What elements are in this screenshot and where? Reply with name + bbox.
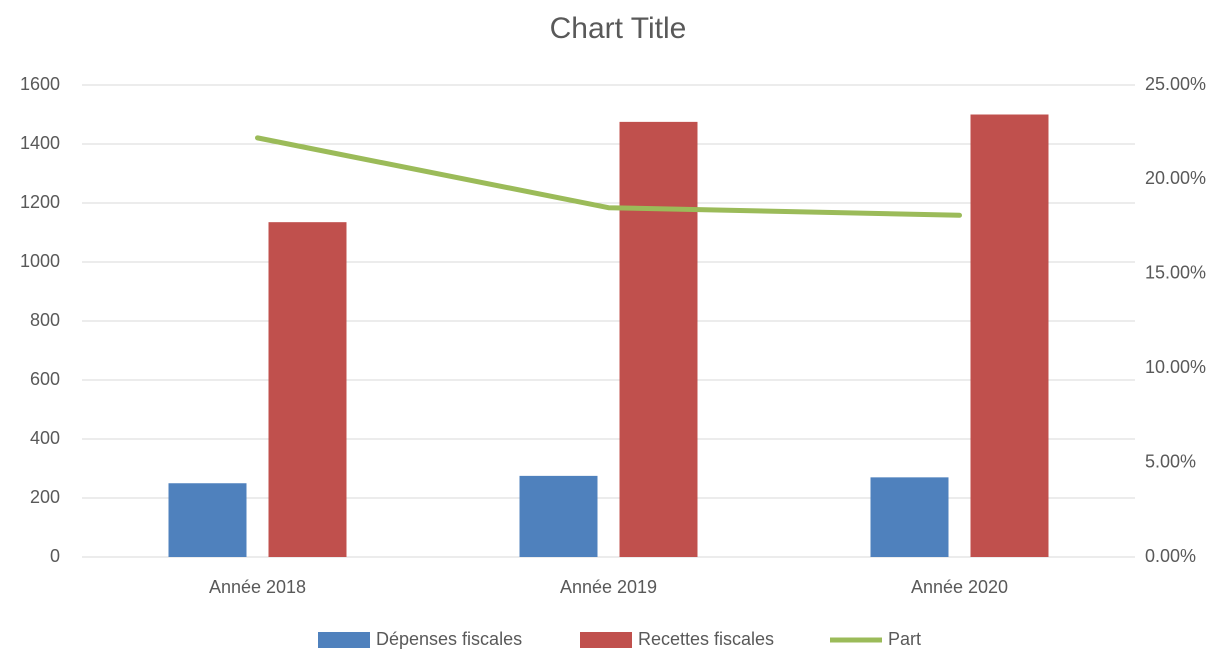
- y-tick-label: 200: [30, 487, 60, 507]
- bar: [619, 121, 698, 557]
- x-tick-label: Année 2020: [911, 577, 1008, 597]
- y-tick-label: 600: [30, 369, 60, 389]
- y2-tick-label: 25.00%: [1145, 74, 1206, 94]
- y2-tick-label: 15.00%: [1145, 263, 1206, 283]
- line-series: [255, 135, 962, 218]
- bar: [268, 222, 347, 558]
- y-tick-label: 1000: [20, 251, 60, 271]
- y-tick-label: 400: [30, 428, 60, 448]
- y-tick-label: 1200: [20, 192, 60, 212]
- y2-tick-label: 5.00%: [1145, 451, 1196, 471]
- legend-label: Part: [888, 629, 921, 649]
- legend-label: Dépenses fiscales: [376, 629, 522, 649]
- y-tick-label: 800: [30, 310, 60, 330]
- bar: [970, 114, 1049, 557]
- y-tick-label: 1400: [20, 133, 60, 153]
- legend-swatch: [580, 632, 632, 648]
- legend-swatch: [318, 632, 370, 648]
- legend-label: Recettes fiscales: [638, 629, 774, 649]
- y2-tick-label: 20.00%: [1145, 168, 1206, 188]
- bar: [870, 477, 949, 557]
- y2-tick-label: 0.00%: [1145, 546, 1196, 566]
- x-tick-label: Année 2019: [560, 577, 657, 597]
- bar: [519, 475, 598, 557]
- x-tick-label: Année 2018: [209, 577, 306, 597]
- y-tick-label: 1600: [20, 74, 60, 94]
- bar: [168, 483, 247, 557]
- chart-title: Chart Title: [550, 12, 687, 45]
- y-tick-label: 0: [50, 546, 60, 566]
- y2-tick-label: 10.00%: [1145, 357, 1206, 377]
